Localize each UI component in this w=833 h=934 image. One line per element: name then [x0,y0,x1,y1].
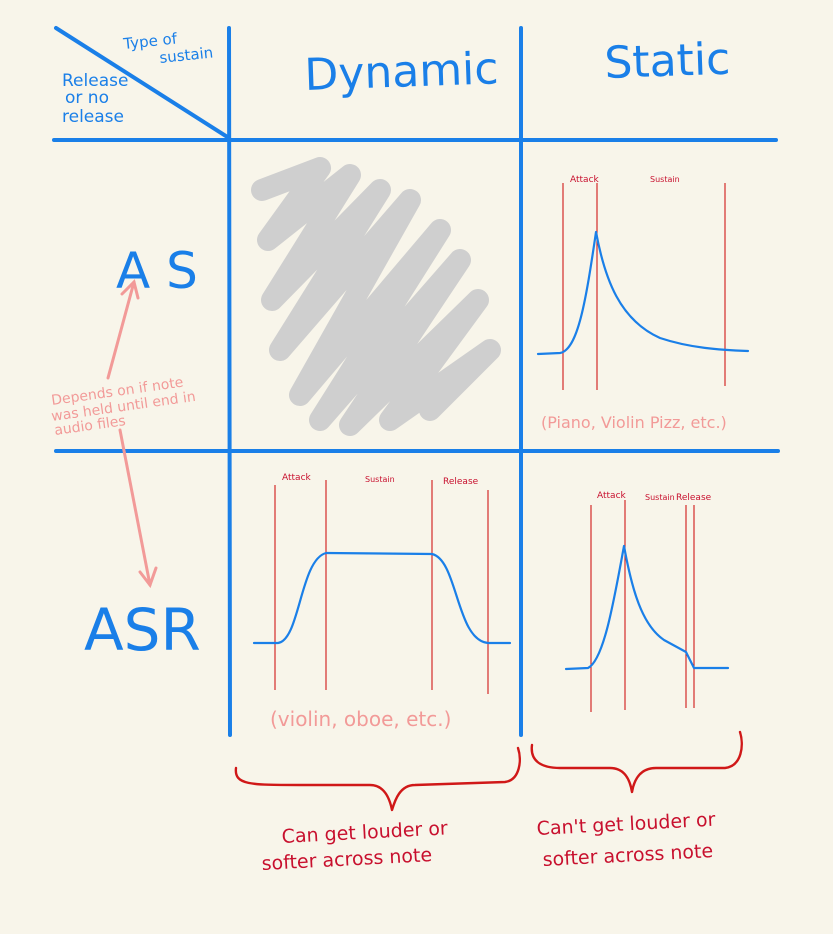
dynamic-note-line-2: softer across note [261,844,433,875]
attack-label: Attack [570,175,600,185]
row-header-asr: ASR [84,596,201,664]
graph-dynamic-asr: Attack Sustain Release (violin, oboe, et… [252,473,512,731]
graph-static-asr: Attack Sustain Release [564,491,730,712]
corner-header: Type of sustain Release or no release [62,29,214,127]
static-as-caption: (Piano, Violin Pizz, etc.) [541,413,727,432]
sustain-type-label: Type of [122,29,179,53]
static-brace [530,730,743,794]
sustain-label: Sustain [645,493,675,502]
release-note: Depends on if note was held until end in… [50,279,197,589]
row-header-as: A S [116,242,198,300]
not-applicable-scribble [251,157,501,436]
release-label-2: or no [65,88,109,108]
dynamic-asr-caption: (violin, oboe, etc.) [270,707,451,731]
release-label: Release [676,493,712,503]
column-header-dynamic: Dynamic [304,43,500,101]
sustain-label: Sustain [365,475,395,484]
static-note-line-2: softer across note [542,840,714,871]
column-header-static: Static [604,34,732,89]
sustain-type-label-2: sustain [159,43,214,67]
sustain-label: Sustain [650,175,680,184]
release-label: Release [443,477,479,487]
graph-static-as: Attack Sustain (Piano, Violin Pizz, etc.… [536,175,750,432]
release-label: Release [62,71,128,91]
static-note-line-1: Can't get louder or [536,809,716,840]
dynamic-brace [234,746,521,812]
attack-label: Attack [597,491,627,501]
dynamic-note-line-1: Can get louder or [281,817,448,848]
bottom-notes: Can get louder or softer across note Can… [261,809,716,875]
release-label-3: release [62,107,124,127]
attack-label: Attack [282,473,312,483]
table-grid [52,26,780,737]
